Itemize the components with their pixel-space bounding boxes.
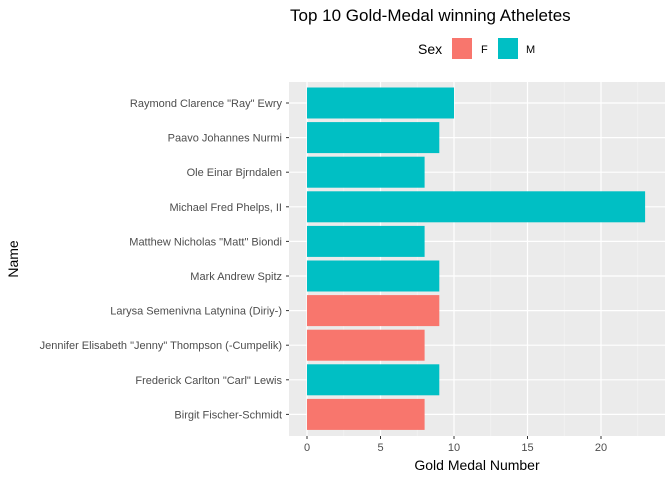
x-tick-label: 10 [448,442,460,454]
legend-title: Sex [418,41,442,57]
y-tick-label: Ole Einar Bjrndalen [187,167,282,179]
y-tick-label: Birgit Fischer-Schmidt [174,409,282,421]
x-tick-label: 0 [304,442,310,454]
bar [307,398,425,430]
bar [307,329,425,361]
bars [307,87,646,430]
y-tick-label: Michael Fred Phelps, II [170,202,283,214]
bar [307,295,440,327]
grid [289,82,665,436]
y-axis-labels: Raymond Clarence "Ray" Ewry Paavo Johanne… [40,98,289,421]
bar [307,225,425,257]
x-axis-ticks: 0 5 10 15 20 [304,436,607,454]
y-tick-label: Raymond Clarence "Ray" Ewry [130,98,283,110]
bar [307,87,454,119]
y-tick-label: Mark Andrew Spitz [190,271,282,283]
bar [307,156,425,188]
chart-title: Top 10 Gold-Medal winning Atheletes [290,6,571,25]
x-axis-title: Gold Medal Number [414,457,540,473]
legend-label-m: M [526,44,535,56]
bar [307,122,440,154]
x-tick-label: 20 [595,442,607,454]
y-tick-label: Jennifer Elisabeth "Jenny" Thompson (-Cu… [40,340,282,352]
legend-key-f [452,38,472,59]
y-tick-label: Frederick Carlton "Carl" Lewis [135,375,282,387]
bar [307,260,440,292]
y-tick-label: Larysa Semenivna Latynina (Diriy-) [110,306,282,318]
legend-key-m [498,38,518,59]
bar [307,364,440,396]
y-tick-label: Matthew Nicholas "Matt" Biondi [129,236,282,248]
x-tick-label: 5 [377,442,383,454]
y-axis-title: Name [5,240,21,278]
y-tick-label: Paavo Johannes Nurmi [168,133,282,145]
x-tick-label: 15 [521,442,533,454]
legend-label-f: F [481,44,488,56]
bar [307,191,646,223]
